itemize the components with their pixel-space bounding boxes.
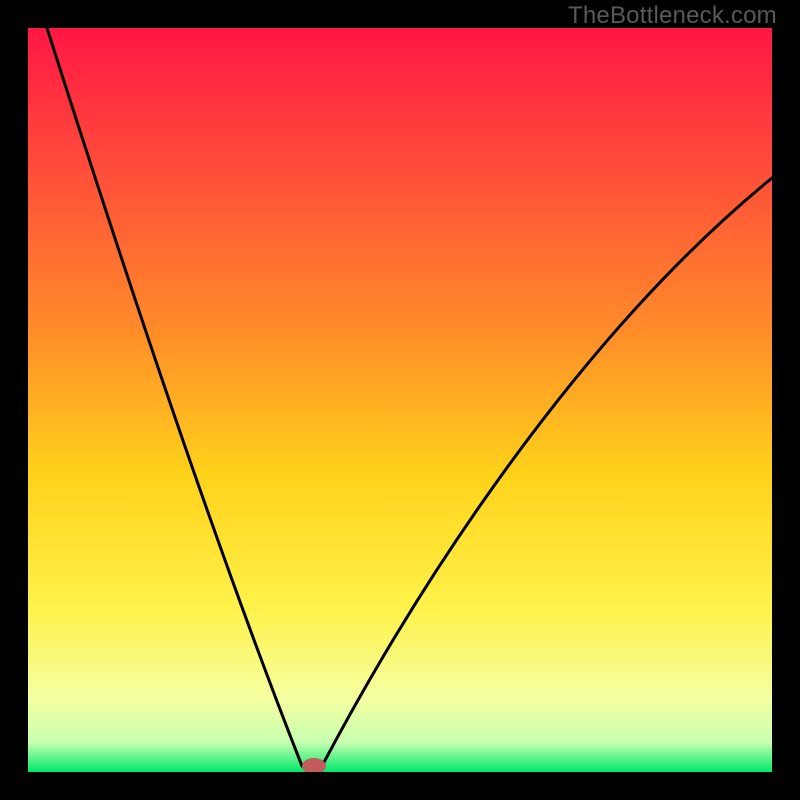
gradient-fill — [28, 28, 772, 772]
watermark-text: TheBottleneck.com — [568, 2, 777, 30]
viewport: TheBottleneck.com — [0, 0, 800, 800]
plot-svg — [28, 28, 772, 772]
plot-area — [28, 28, 772, 772]
